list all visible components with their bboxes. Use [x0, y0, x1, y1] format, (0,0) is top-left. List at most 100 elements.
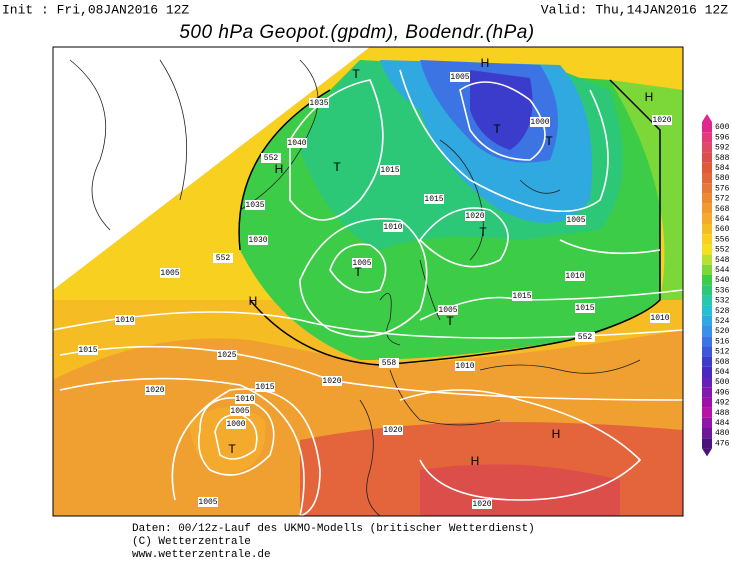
label-box: [652, 115, 672, 125]
legend-label: 596: [715, 133, 730, 142]
isobar-label: 1020: [465, 212, 484, 221]
isobar-label: 1015: [512, 292, 531, 301]
isobar-label: 1040: [287, 139, 306, 148]
isobar-label: 1020: [145, 386, 164, 395]
isobar-label: 1020: [652, 116, 671, 125]
isobar-label: 1010: [650, 314, 669, 323]
legend-label: 488: [715, 409, 730, 418]
pressure-center: H: [471, 454, 480, 468]
footer-line: www.wetterzentrale.de: [132, 549, 271, 561]
legend-label: 576: [715, 184, 730, 193]
pressure-center: H: [481, 56, 490, 70]
legend-swatch: [702, 377, 712, 388]
legend-swatch: [702, 346, 712, 357]
pressure-center: T: [479, 225, 487, 239]
legend-cap: [702, 448, 712, 457]
label-box: [235, 394, 255, 404]
pressure-center: T: [333, 160, 341, 174]
isobar-label: 1000: [226, 420, 245, 429]
legend-swatch: [702, 315, 712, 326]
isobar-label: 552: [264, 154, 279, 163]
legend-label: 552: [715, 246, 730, 255]
isobar-label: 1010: [235, 395, 254, 404]
legend-label: 524: [715, 317, 730, 326]
legend-label: 568: [715, 205, 730, 214]
isobar-label: 1005: [438, 306, 457, 315]
legend-swatch: [702, 438, 712, 449]
isobar-label: 1010: [115, 316, 134, 325]
label-box: [261, 153, 281, 163]
label-box: [379, 358, 399, 368]
label-box: [309, 98, 329, 108]
isobar-label: 1035: [309, 99, 328, 108]
legend-swatch: [702, 152, 712, 163]
label-box: [383, 425, 403, 435]
isobar-label: 1010: [565, 272, 584, 281]
isobar-label: 1010: [383, 223, 402, 232]
legend-swatch: [702, 428, 712, 439]
legend-label: 492: [715, 399, 730, 408]
pressure-center: T: [545, 134, 553, 148]
isobar-label: 1030: [248, 236, 267, 245]
pressure-center: T: [493, 122, 501, 136]
pressure-center: T: [352, 67, 360, 81]
label-box: [352, 258, 372, 268]
label-box: [245, 200, 265, 210]
isobar-label: 1035: [245, 201, 264, 210]
label-box: [530, 117, 550, 127]
legend-label: 484: [715, 419, 730, 428]
pressure-center: T: [446, 314, 454, 328]
isobar-label: 1020: [383, 426, 402, 435]
legend-swatch: [702, 132, 712, 143]
legend-swatch: [702, 407, 712, 418]
legend-label: 544: [715, 266, 730, 275]
isobar-label: 1015: [255, 383, 274, 392]
legend-label: 592: [715, 144, 730, 153]
label-box: [230, 406, 250, 416]
pressure-center: H: [249, 294, 258, 308]
isobar-label: 558: [382, 359, 397, 368]
legend-swatch: [702, 366, 712, 377]
color-legend: 6005965925885845805765725685645605565525…: [702, 114, 730, 457]
legend-swatch: [702, 213, 712, 224]
map-frame: [52, 46, 684, 517]
footer-line: (C) Wetterzentrale: [132, 536, 251, 548]
label-box: [287, 138, 307, 148]
init-time: Init : Fri,08JAN2016 12Z: [2, 2, 189, 17]
label-box: [322, 376, 342, 386]
legend-label: 520: [715, 327, 730, 336]
isobar-label: 1005: [566, 216, 585, 225]
legend-label: 540: [715, 276, 730, 285]
label-box: [575, 332, 595, 342]
isobar-label: 1015: [575, 304, 594, 313]
label-box: [115, 315, 135, 325]
valid-time: Valid: Thu,14JAN2016 12Z: [541, 2, 728, 17]
legend-label: 548: [715, 256, 730, 265]
label-box: [575, 303, 595, 313]
isobar-label: 1015: [78, 346, 97, 355]
legend-label: 504: [715, 368, 730, 377]
legend-swatch: [702, 305, 712, 316]
isobar-label: 1020: [322, 377, 341, 386]
label-box: [78, 345, 98, 355]
label-box: [465, 211, 485, 221]
label-box: [566, 215, 586, 225]
label-box: [450, 72, 470, 82]
legend-label: 516: [715, 337, 730, 346]
legend-label: 496: [715, 388, 730, 397]
isobar-label: 1020: [472, 500, 491, 509]
isobar-label: 1005: [450, 73, 469, 82]
legend-swatch: [702, 295, 712, 306]
pressure-center: T: [228, 442, 236, 456]
isobar-label: 1010: [455, 362, 474, 371]
isobar-label: 552: [216, 254, 231, 263]
map-title: 500 hPa Geopot.(gpdm), Bodendr.(hPa): [179, 22, 534, 43]
isobar-label: 1015: [424, 195, 443, 204]
isobar-label: 1005: [198, 498, 217, 507]
legend-swatch: [702, 326, 712, 337]
label-box: [248, 235, 268, 245]
label-box: [438, 305, 458, 315]
legend-swatch: [702, 264, 712, 275]
legend-label: 572: [715, 195, 730, 204]
